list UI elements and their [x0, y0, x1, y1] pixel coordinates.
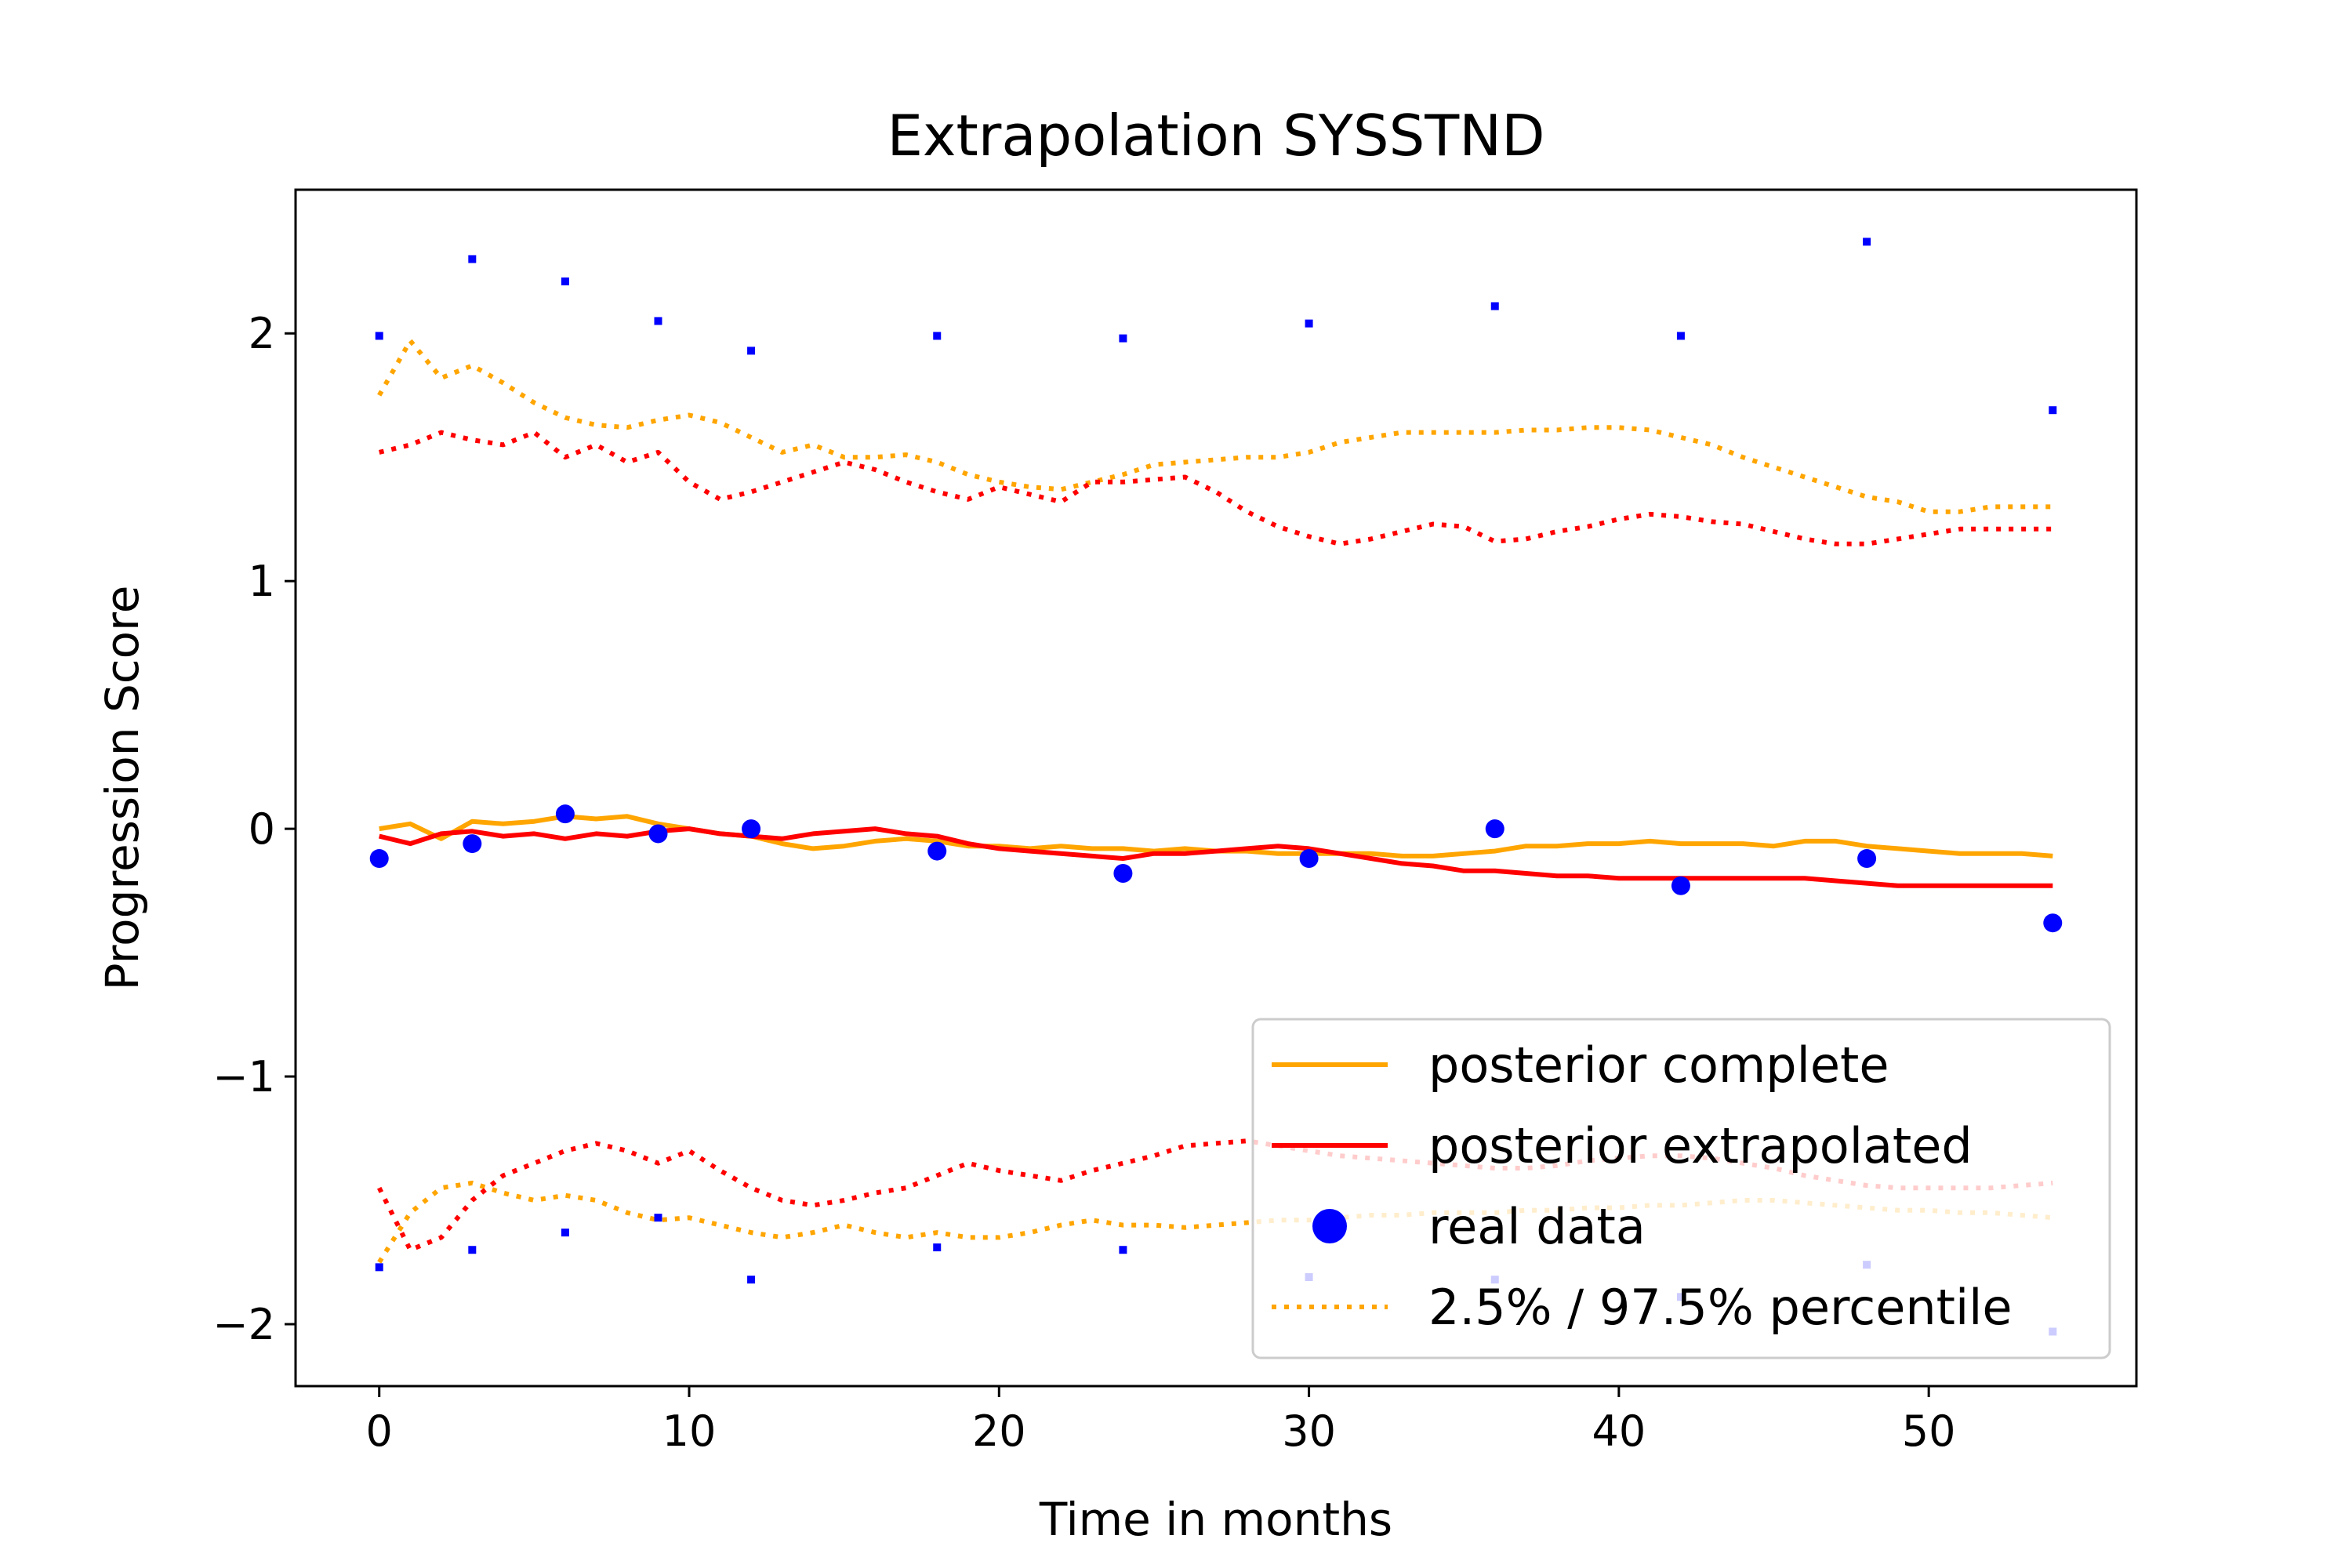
- series-line-3: [379, 430, 2053, 546]
- real-data-point: [369, 849, 389, 869]
- axis-ticks: 0 10 20 30 40 50 −2 −1 0 1 2: [212, 309, 1955, 1456]
- real-data-upper-marker: [561, 277, 569, 285]
- real-data-upper-marker: [375, 332, 383, 340]
- y-tick-label: −2: [212, 1300, 275, 1349]
- x-tick-label: 50: [1902, 1406, 1956, 1456]
- y-tick-label: −1: [212, 1052, 275, 1102]
- legend-label-percentile: 2.5% / 97.5% percentile: [1428, 1279, 2013, 1336]
- plot-frame: [294, 188, 2138, 1388]
- legend-box: [1251, 1018, 2111, 1359]
- real-data-lower-marker: [933, 1243, 942, 1252]
- real-data-lower-marker: [468, 1246, 477, 1254]
- legend-marker-real-data: [1312, 1209, 1347, 1243]
- x-tick-label: 20: [972, 1406, 1026, 1456]
- legend-label-posterior-complete: posterior complete: [1428, 1036, 1889, 1094]
- real-data-upper-marker: [1119, 334, 1127, 343]
- real-data-lower-marker: [375, 1263, 383, 1272]
- legend-label-posterior-extrapolated: posterior extrapolated: [1428, 1117, 1973, 1174]
- x-tick-label: 30: [1282, 1406, 1336, 1456]
- real-data-point: [2043, 913, 2063, 933]
- real-data-lower-marker: [654, 1214, 662, 1222]
- y-tick-label: 1: [249, 557, 275, 606]
- x-tick-label: 0: [366, 1406, 393, 1456]
- x-axis-label: Time in months: [1039, 1493, 1392, 1546]
- real-data-upper-marker: [654, 317, 662, 325]
- real-data-point: [742, 819, 761, 839]
- real-data-layer: [369, 238, 2063, 1336]
- series-line-5: [377, 1138, 2053, 1253]
- real-data-upper-marker: [1490, 302, 1499, 310]
- x-tick-label: 40: [1592, 1406, 1646, 1456]
- real-data-upper-marker: [747, 347, 756, 355]
- real-data-point: [1671, 876, 1690, 895]
- real-data-point: [1485, 819, 1504, 839]
- y-tick-label: 2: [249, 309, 275, 358]
- chart-title: Extrapolation SYSSTND: [887, 103, 1544, 169]
- real-data-upper-marker: [933, 332, 942, 340]
- real-data-point: [463, 834, 482, 854]
- real-data-point: [1113, 864, 1133, 883]
- real-data-lower-marker: [561, 1229, 569, 1237]
- real-data-point: [1857, 849, 1877, 869]
- real-data-point: [648, 824, 668, 844]
- y-tick-label: 0: [249, 804, 275, 854]
- real-data-upper-marker: [1676, 332, 1685, 340]
- real-data-lower-marker: [1119, 1246, 1127, 1254]
- real-data-upper-marker: [1305, 319, 1313, 328]
- real-data-upper-marker: [1863, 238, 1871, 246]
- real-data-lower-marker: [747, 1276, 756, 1284]
- legend-label-real-data: real data: [1428, 1198, 1646, 1255]
- legend: posterior complete posterior extrapolate…: [1251, 1018, 2111, 1359]
- y-axis-label: Progression Score: [96, 586, 149, 991]
- x-tick-label: 10: [662, 1406, 717, 1456]
- real-data-point: [555, 804, 575, 824]
- real-data-upper-marker: [468, 255, 477, 263]
- real-data-upper-marker: [2049, 406, 2057, 415]
- real-data-point: [927, 841, 947, 861]
- real-data-point: [1299, 849, 1319, 869]
